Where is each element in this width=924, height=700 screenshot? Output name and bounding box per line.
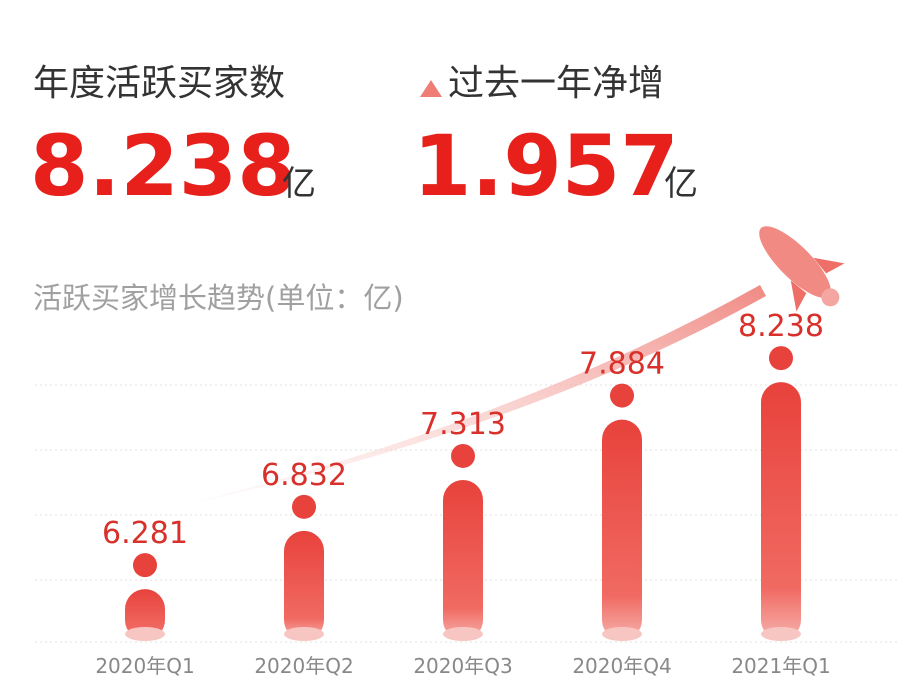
growth-unit: 亿 [664, 164, 698, 204]
bar-cap [292, 494, 316, 519]
buyers-label: 年度活跃买家数 [33, 63, 285, 104]
value-label: 7.884 [579, 347, 665, 382]
chart-title: 活跃买家增长趋势(单位：亿) [33, 281, 404, 315]
bar-base [761, 627, 801, 641]
value-label: 7.313 [420, 407, 506, 442]
bar [443, 479, 483, 640]
bar-cap [133, 553, 157, 578]
value-label: 6.281 [102, 516, 188, 551]
value-label: 8.238 [738, 309, 824, 344]
bar-cap [451, 443, 475, 468]
x-tick-label: 2021年Q1 [731, 654, 830, 678]
bar-base [443, 627, 483, 641]
grid [35, 384, 900, 643]
bar [761, 382, 801, 640]
bar-base [602, 627, 642, 641]
bar-cap [769, 346, 793, 371]
value-label: 6.832 [261, 458, 347, 493]
bar-base [125, 627, 165, 641]
x-tick-label: 2020年Q2 [254, 654, 353, 678]
up-triangle [420, 80, 442, 97]
bar [284, 530, 324, 640]
buyers-unit: 亿 [282, 164, 316, 204]
bar-cap [610, 383, 634, 408]
buyers-value: 8.238 [30, 117, 296, 215]
rocket [759, 226, 845, 312]
x-tick-label: 2020年Q3 [413, 654, 512, 678]
growth-label: 过去一年净增 [448, 63, 664, 104]
x-tick-label: 2020年Q4 [572, 654, 671, 678]
bar [602, 419, 642, 640]
bar [125, 589, 165, 640]
x-tick-label: 2020年Q1 [95, 654, 194, 678]
bar-base [284, 627, 324, 641]
growth-value: 1.957 [413, 117, 679, 215]
